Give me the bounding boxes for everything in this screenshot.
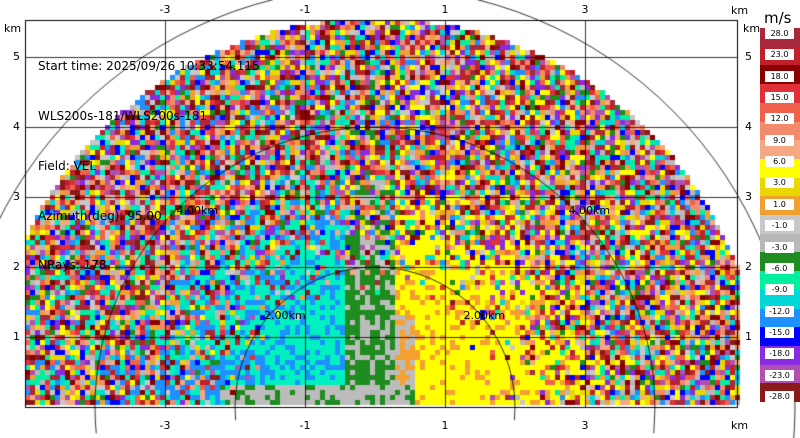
y-tick-label: 5 (13, 50, 20, 63)
velocity-colorbar: 28.0 23.0 18.0 15.0 12.0 9.0 6.0 3.0 1.0 -1.0 -3.0… (760, 28, 800, 403)
colorbar-tick-label: 3.0 (765, 177, 794, 189)
x-tick-label: -1 (299, 3, 311, 16)
colorbar-tick-label: 1.0 (765, 198, 794, 210)
x-tick-label: -3 (159, 419, 171, 432)
range-ring-label: 2.00km (264, 309, 306, 322)
colorbar-tick-label: -15.0 (765, 326, 794, 338)
x-unit-label-bottom: km (731, 419, 749, 432)
y-tick-label: 4 (13, 120, 20, 133)
field-text: Field: VEL (38, 158, 97, 173)
colorbar-tick-label: 12.0 (765, 113, 794, 125)
colorbar-tick-label: 9.0 (765, 134, 794, 146)
x-tick-label: -3 (159, 3, 171, 16)
x-tick-label: -1 (299, 419, 311, 432)
azimuth-text: Azimuth(deg): 95.00 (38, 208, 162, 223)
y-tick-label: 4 (745, 120, 752, 133)
start-time-text: Start time: 2025/09/26 10:33:54.115 (38, 59, 260, 74)
scan-info-panel: Start time: 2025/09/26 10:33:54.115 WLS2… (38, 25, 260, 291)
y-tick-label: 5 (745, 50, 752, 63)
y-tick-label: 3 (745, 190, 752, 203)
colorbar-tick-label: 28.0 (765, 28, 794, 39)
colorbar-tick-label: -23.0 (765, 369, 794, 381)
y-unit-label-left: km (4, 22, 22, 35)
x-unit-label-top: km (731, 4, 749, 17)
x-tick-label: 3 (581, 419, 589, 432)
y-tick-label: 1 (13, 330, 20, 343)
colorbar-tick-label: -12.0 (765, 305, 794, 317)
range-ring-label: 4.00km (568, 204, 611, 217)
colorbar-tick-label: 18.0 (765, 70, 794, 82)
y-tick-label: 1 (745, 330, 752, 343)
y-tick-label: 2 (745, 260, 752, 273)
x-tick-label: 1 (441, 3, 449, 16)
nrays-text: NRays: 178 (38, 258, 107, 273)
x-tick-label: 1 (441, 419, 449, 432)
colorbar-tick-label: -9.0 (765, 284, 794, 296)
y-tick-label: 2 (13, 260, 20, 273)
colorbar-tick-label: -18.0 (765, 348, 794, 360)
x-tick-label: 3 (581, 3, 589, 16)
radar-name-text: WLS200s-181/WLS200s-181 (38, 108, 208, 123)
colorbar-tick-label: 6.0 (765, 156, 794, 168)
colorbar-unit-label: m/s (764, 9, 792, 27)
colorbar-tick-label: -28.0 (765, 391, 794, 402)
colorbar-tick-label: -1.0 (765, 220, 794, 232)
range-ring-label: 2.00km (463, 309, 506, 322)
range-ring-label: 4.00km (176, 204, 219, 217)
colorbar-tick-label: -6.0 (765, 262, 794, 274)
y-unit-label-right: km (743, 22, 761, 35)
colorbar-tick-label: 23.0 (765, 49, 794, 61)
colorbar-tick-label: -3.0 (765, 241, 794, 253)
y-tick-label: 3 (13, 190, 20, 203)
colorbar-tick-label: 15.0 (765, 92, 794, 104)
